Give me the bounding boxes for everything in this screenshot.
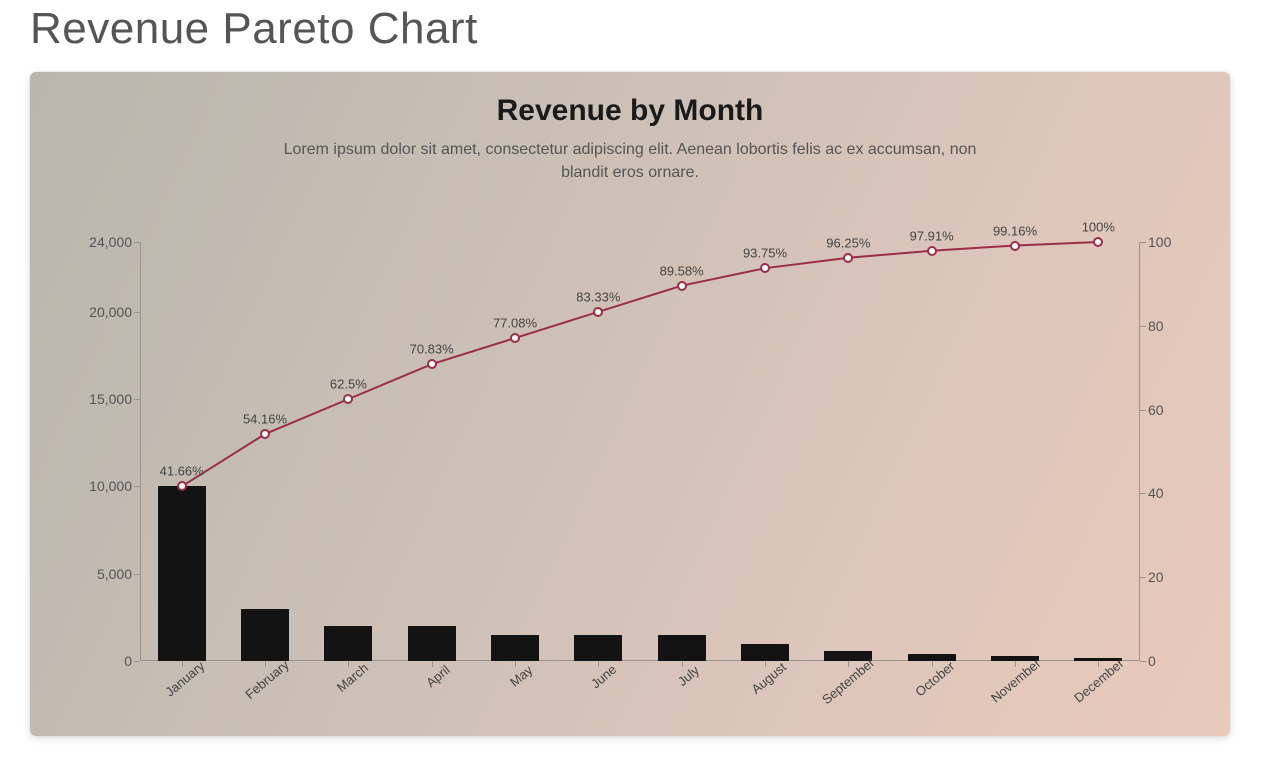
cumulative-label: 89.58% [660,263,704,278]
cumulative-label: 93.75% [743,246,787,261]
x-tick [682,661,683,667]
y-left-tick [134,312,140,313]
x-tick [348,661,349,667]
x-tick [848,661,849,667]
y-right-tick-label: 60 [1148,402,1164,418]
y-right-tick-label: 20 [1148,569,1164,585]
cumulative-marker [677,281,687,291]
cumulative-marker [427,359,437,369]
category-label: May [507,662,535,689]
cumulative-line-layer [140,242,1140,661]
cumulative-marker [760,263,770,273]
y-left-tick [134,661,140,662]
bar [491,635,539,661]
cumulative-label: 100% [1082,220,1115,235]
y-right-tick [1140,326,1146,327]
cumulative-marker [593,307,603,317]
cumulative-label: 70.83% [410,342,454,357]
cumulative-marker [843,253,853,263]
cumulative-marker [927,246,937,256]
cumulative-marker [1010,241,1020,251]
cumulative-marker [177,481,187,491]
cumulative-marker [1093,237,1103,247]
cumulative-label: 62.5% [330,377,367,392]
cumulative-line [182,242,1099,486]
y-right-tick [1140,661,1146,662]
y-left-tick-label: 15,000 [89,391,132,407]
cumulative-label: 97.91% [910,228,954,243]
y-left-tick [134,574,140,575]
page-title: Revenue Pareto Chart [30,4,1260,54]
plot-area: 05,00010,00015,00020,00024,0000204060801… [140,242,1140,661]
y-right-tick [1140,242,1146,243]
x-tick [182,661,183,667]
x-tick [515,661,516,667]
y-right-tick-label: 100 [1148,234,1171,250]
x-tick [765,661,766,667]
bar [658,635,706,661]
y-right-tick-label: 80 [1148,318,1164,334]
cumulative-label: 41.66% [160,464,204,479]
x-tick [598,661,599,667]
y-right-tick [1140,493,1146,494]
category-label: April [423,662,453,690]
bar [408,626,456,661]
bar [574,635,622,661]
y-left-tick-label: 0 [124,653,132,669]
cumulative-marker [343,394,353,404]
bar [158,486,206,661]
y-right-tick [1140,410,1146,411]
y-left-tick [134,486,140,487]
y-left-tick-label: 20,000 [89,304,132,320]
x-tick [932,661,933,667]
bar [741,644,789,661]
cumulative-label: 96.25% [826,235,870,250]
cumulative-marker [260,429,270,439]
chart-title: Revenue by Month [30,94,1230,128]
x-tick [1015,661,1016,667]
y-right-tick-label: 0 [1148,653,1156,669]
category-label: February [242,657,292,702]
y-left-tick [134,399,140,400]
category-label: October [912,658,957,699]
y-right-tick-label: 40 [1148,485,1164,501]
y-right-tick [1140,577,1146,578]
cumulative-marker [510,333,520,343]
category-label: January [162,658,207,699]
x-tick [432,661,433,667]
y-left-tick-label: 10,000 [89,478,132,494]
category-label: March [334,660,371,695]
chart-subtitle: Lorem ipsum dolor sit amet, consectetur … [270,138,990,184]
cumulative-label: 99.16% [993,223,1037,238]
category-label: August [748,659,789,697]
cumulative-label: 77.08% [493,316,537,331]
x-tick [265,661,266,667]
y-left-tick-label: 24,000 [89,234,132,250]
cumulative-label: 54.16% [243,412,287,427]
chart-card: Revenue by Month Lorem ipsum dolor sit a… [30,72,1230,736]
y-left-tick [134,242,140,243]
category-label: July [674,663,701,689]
y-left-tick-label: 5,000 [97,566,132,582]
cumulative-label: 83.33% [576,289,620,304]
bar [241,609,289,661]
bar [324,626,372,661]
category-label: June [588,662,619,692]
x-tick [1098,661,1099,667]
